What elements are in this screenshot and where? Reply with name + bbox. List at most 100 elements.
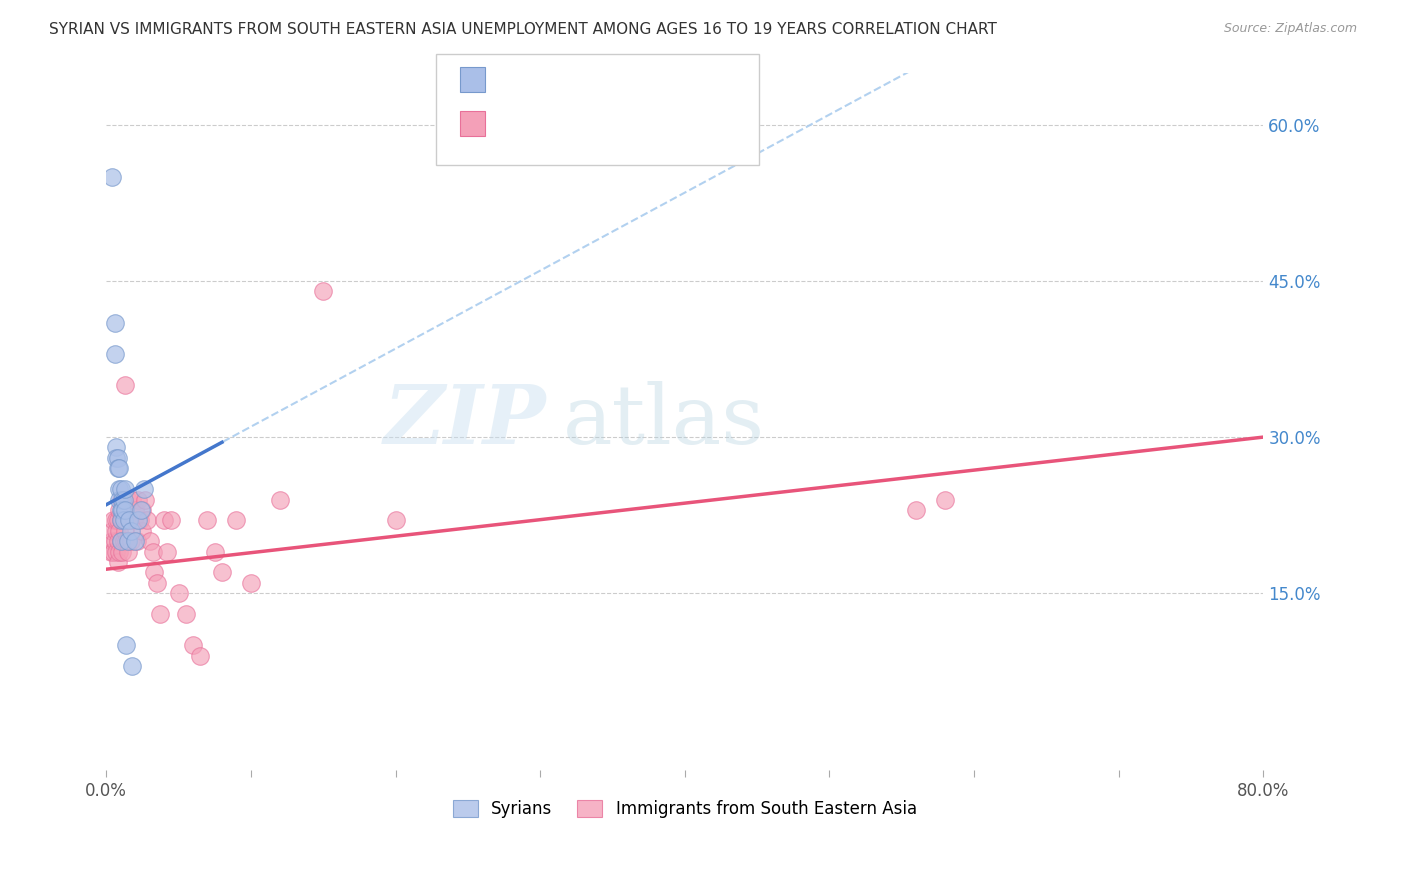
Point (112, 492, 135, 507)
Point (124, 534, 146, 549)
Point (115, 534, 138, 549)
Point (160, 513, 183, 527)
Point (111, 492, 134, 507)
Point (188, 648, 211, 663)
Point (143, 566, 166, 580)
Point (118, 513, 141, 527)
Text: 0.106: 0.106 (543, 69, 595, 87)
Point (114, 378, 136, 392)
Point (127, 492, 149, 507)
Point (384, 513, 406, 527)
Point (114, 503, 136, 517)
Point (120, 534, 142, 549)
Point (110, 534, 132, 549)
Point (115, 513, 138, 527)
Text: N =: N = (606, 69, 654, 87)
Point (108, 503, 131, 517)
Point (127, 513, 149, 527)
Point (104, 316, 127, 330)
Point (112, 492, 135, 507)
Point (128, 513, 150, 527)
Point (153, 513, 176, 527)
Point (239, 575, 262, 590)
Text: 62: 62 (662, 113, 685, 131)
Point (100, 544, 122, 558)
Point (125, 534, 148, 549)
Point (934, 492, 956, 507)
Point (134, 492, 156, 507)
Point (114, 524, 136, 538)
Point (107, 534, 129, 549)
Point (905, 503, 928, 517)
Point (108, 492, 131, 507)
Point (120, 524, 142, 538)
Point (111, 503, 134, 517)
Point (131, 503, 153, 517)
Point (107, 450, 129, 465)
Point (112, 513, 135, 527)
Point (141, 544, 163, 558)
Point (112, 534, 135, 549)
Text: SYRIAN VS IMMIGRANTS FROM SOUTH EASTERN ASIA UNEMPLOYMENT AMONG AGES 16 TO 19 YE: SYRIAN VS IMMIGRANTS FROM SOUTH EASTERN … (49, 22, 997, 37)
Point (104, 347, 127, 361)
Point (103, 544, 125, 558)
Point (117, 534, 139, 549)
Text: atlas: atlas (564, 382, 765, 461)
Point (108, 461, 131, 475)
Point (167, 586, 190, 600)
Point (117, 544, 139, 558)
Text: Source: ZipAtlas.com: Source: ZipAtlas.com (1223, 22, 1357, 36)
Point (110, 513, 132, 527)
Point (111, 544, 134, 558)
Point (107, 461, 129, 475)
Text: 29: 29 (662, 69, 686, 87)
Text: R =: R = (496, 113, 533, 131)
Point (110, 503, 132, 517)
Point (132, 482, 155, 496)
Point (122, 513, 145, 527)
Text: N =: N = (606, 113, 654, 131)
Point (104, 534, 127, 549)
Point (110, 492, 132, 507)
Point (105, 513, 128, 527)
Text: ZIP: ZIP (384, 382, 546, 461)
Text: 0.301: 0.301 (543, 113, 595, 131)
Point (101, 534, 124, 549)
Point (181, 638, 204, 652)
Point (225, 513, 247, 527)
Point (121, 659, 143, 673)
Point (108, 524, 131, 538)
Point (110, 513, 132, 527)
Point (138, 534, 160, 549)
Point (156, 544, 179, 558)
Point (115, 638, 138, 652)
Point (118, 513, 141, 527)
Point (117, 492, 139, 507)
Point (108, 544, 131, 558)
Point (105, 450, 128, 465)
Point (174, 607, 197, 621)
Point (107, 555, 129, 569)
Point (121, 492, 143, 507)
Point (204, 544, 226, 558)
Point (114, 482, 136, 496)
Point (135, 513, 157, 527)
Point (105, 544, 128, 558)
Point (146, 575, 169, 590)
Legend: Syrians, Immigrants from South Eastern Asia: Syrians, Immigrants from South Eastern A… (446, 793, 924, 824)
Point (107, 513, 129, 527)
Text: R =: R = (496, 69, 533, 87)
Point (103, 513, 125, 527)
Point (101, 524, 124, 538)
Point (105, 524, 128, 538)
Point (131, 524, 153, 538)
Point (108, 482, 131, 496)
Point (110, 534, 132, 549)
Point (211, 566, 233, 580)
Point (312, 285, 335, 299)
Point (197, 513, 219, 527)
Point (110, 482, 132, 496)
Point (105, 441, 128, 455)
Point (269, 492, 291, 507)
Point (149, 607, 172, 621)
